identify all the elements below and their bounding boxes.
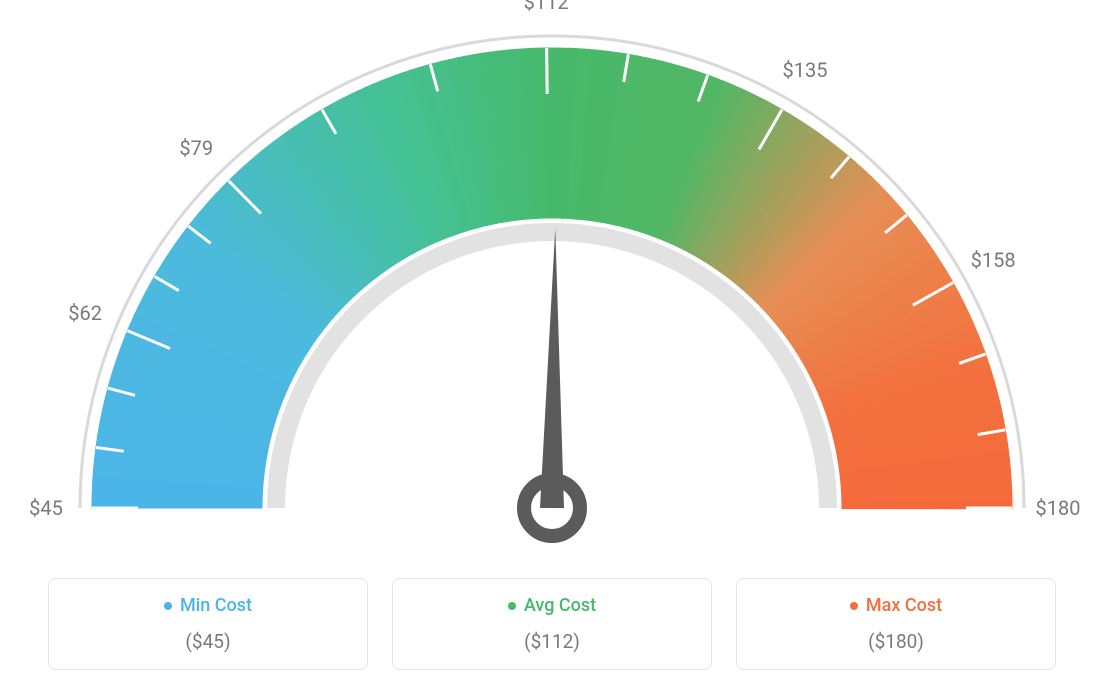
gauge-tick-label: $112 xyxy=(524,0,569,14)
legend-label-max: Max Cost xyxy=(866,595,942,616)
legend-dot-min xyxy=(164,602,172,610)
legend-title-avg: Avg Cost xyxy=(508,595,596,616)
legend-dot-avg xyxy=(508,602,516,610)
legend-dot-max xyxy=(850,602,858,610)
legend-label-avg: Avg Cost xyxy=(524,595,596,616)
legend-row: Min Cost ($45) Avg Cost ($112) Max Cost … xyxy=(0,578,1104,671)
gauge-tick-label: $79 xyxy=(179,136,213,160)
legend-value-max: ($180) xyxy=(755,630,1037,653)
legend-label-min: Min Cost xyxy=(180,595,252,616)
gauge-tick-label: $158 xyxy=(971,248,1016,272)
legend-value-avg: ($112) xyxy=(411,630,693,653)
legend-title-max: Max Cost xyxy=(850,595,942,616)
legend-card-min: Min Cost ($45) xyxy=(48,578,368,671)
legend-card-avg: Avg Cost ($112) xyxy=(392,578,712,671)
legend-card-max: Max Cost ($180) xyxy=(736,578,1056,671)
gauge-tick-label: $180 xyxy=(1036,496,1081,520)
gauge-svg xyxy=(0,0,1104,560)
legend-title-min: Min Cost xyxy=(164,595,252,616)
gauge-chart: $45 $62 $79 $112 $135 $158 $180 xyxy=(0,0,1104,560)
gauge-tick-label: $135 xyxy=(783,58,828,82)
gauge-tick-label: $45 xyxy=(29,496,63,520)
gauge-tick-label: $62 xyxy=(68,301,102,325)
legend-value-min: ($45) xyxy=(67,630,349,653)
